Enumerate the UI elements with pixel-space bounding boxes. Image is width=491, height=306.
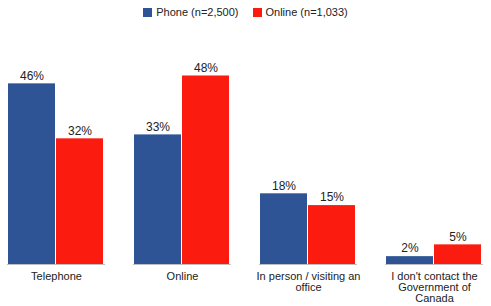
svg-text:46%: 46%: [20, 69, 44, 83]
svg-text:48%: 48%: [194, 61, 218, 75]
svg-text:18%: 18%: [272, 179, 296, 193]
svg-text:15%: 15%: [320, 190, 344, 204]
svg-text:5%: 5%: [449, 230, 467, 244]
svg-text:32%: 32%: [68, 124, 92, 138]
svg-text:Online: Online: [167, 270, 199, 282]
svg-text:Telephone: Telephone: [31, 270, 82, 282]
html-text:Phone (n=2,500): Phone (n=2,500): [156, 6, 239, 18]
html-text:Online (n=1,033): Online (n=1,033): [265, 6, 348, 18]
svg-text:I don't contact theGovernment: I don't contact theGovernment ofCanada: [391, 270, 478, 304]
svg-text:2%: 2%: [401, 241, 419, 255]
svg-text:In person / visiting anoffice: In person / visiting anoffice: [257, 270, 361, 293]
svg-text:33%: 33%: [146, 120, 170, 134]
